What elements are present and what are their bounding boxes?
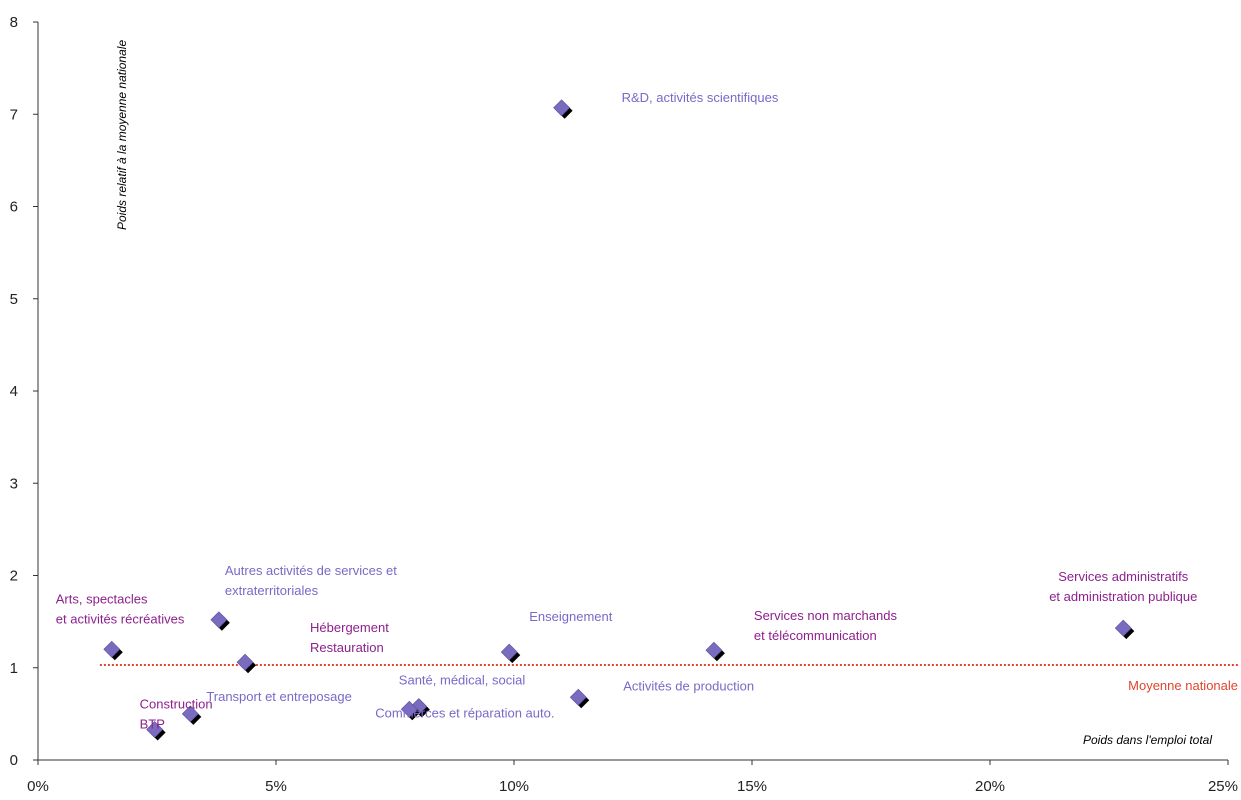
data-label: Autres activités de services et extraterr… xyxy=(225,563,397,598)
y-tick-label: 6 xyxy=(10,199,18,216)
data-point xyxy=(500,643,518,661)
reference-line-label: Moyenne nationale xyxy=(1128,678,1238,693)
data-label: Services administratifs et administration… xyxy=(1049,569,1197,604)
data-point xyxy=(1114,619,1132,637)
point-labels: R&D, activités scientifiques Services adm… xyxy=(56,90,1198,732)
data-label: Commerces et réparation auto. xyxy=(375,705,554,720)
data-point xyxy=(705,641,723,659)
data-point xyxy=(146,721,164,738)
x-tick-label: 10% xyxy=(499,778,529,795)
data-label: Enseignement xyxy=(529,609,612,624)
data-point xyxy=(181,705,199,723)
data-label: Santé, médical, social xyxy=(399,672,526,687)
y-axis-title: Poids relatif à la moyenne nationale xyxy=(115,40,129,230)
data-point xyxy=(103,640,121,658)
data-point xyxy=(210,611,228,629)
data-label: Transport et entreposage xyxy=(206,689,352,704)
data-label: Hébergement Restauration xyxy=(310,620,389,655)
data-label: Arts, spectacles et activités récréatives xyxy=(56,591,185,626)
y-tick-label: 7 xyxy=(10,106,18,123)
x-tick-label: 20% xyxy=(975,778,1005,795)
y-tick-label: 5 xyxy=(10,291,18,308)
y-tick-label: 1 xyxy=(10,660,18,677)
y-tick-label: 2 xyxy=(10,568,18,585)
data-point xyxy=(400,700,418,718)
data-label: Services non marchands et télécommunicati… xyxy=(754,608,898,643)
x-tick-label: 25% xyxy=(1208,778,1238,795)
data-points xyxy=(103,99,1135,741)
data-point xyxy=(569,688,587,706)
data-point xyxy=(236,653,254,671)
data-label: Activités de production xyxy=(623,678,754,693)
y-tick-label: 8 xyxy=(10,14,18,31)
x-axis-title: Poids dans l'emploi total xyxy=(1083,733,1212,747)
data-point xyxy=(553,99,571,117)
y-tick-label: 0 xyxy=(10,752,18,769)
x-tick-label: 5% xyxy=(265,778,287,795)
x-tick-label: 0% xyxy=(27,778,49,795)
data-label: R&D, activités scientifiques xyxy=(622,90,779,105)
x-tick-label: 15% xyxy=(737,778,767,795)
data-label: Construction BTP xyxy=(140,697,213,732)
y-tick-label: 4 xyxy=(10,383,18,400)
y-tick-label: 3 xyxy=(10,475,18,492)
axes: 0 1 2 3 4 5 6 7 8 0% 5% 10% 15% 20% 25% xyxy=(10,14,1238,795)
reference-line-group: Moyenne nationale xyxy=(99,663,1238,693)
